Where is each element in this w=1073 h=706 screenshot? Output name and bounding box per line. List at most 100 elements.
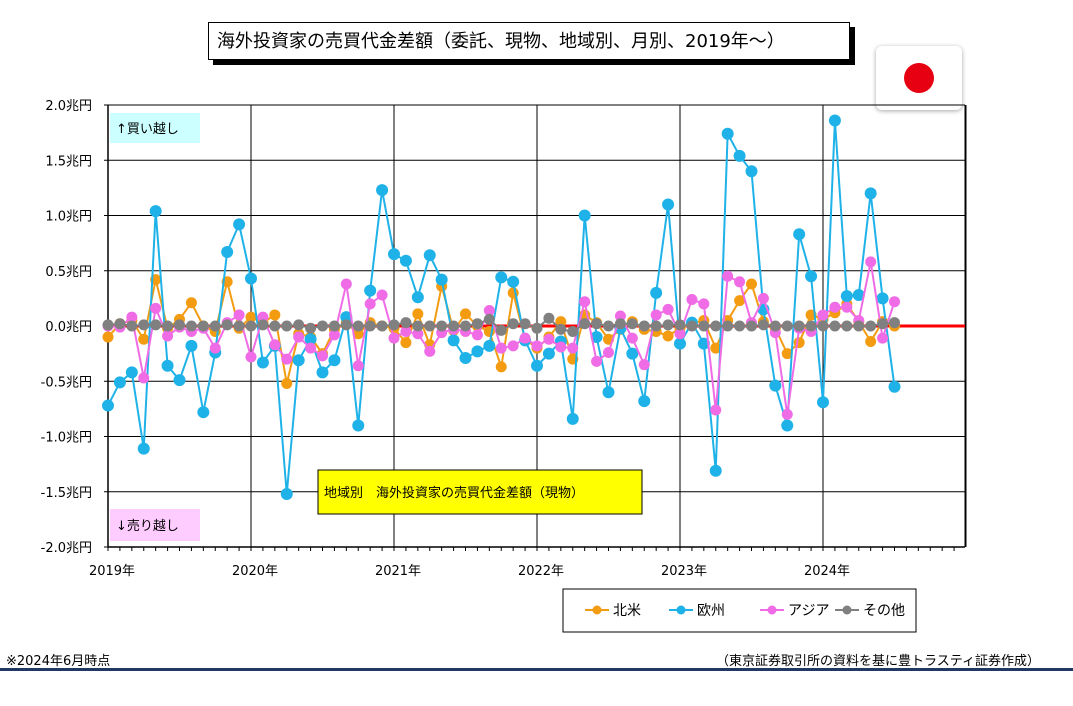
- data-point: [817, 309, 829, 321]
- data-point: [841, 301, 853, 313]
- data-point: [447, 334, 460, 347]
- page-title: 海外投資家の売買代金差額（委託、現物、地域別、月別、2019年〜）: [208, 22, 850, 60]
- data-point: [209, 342, 221, 354]
- x-tick-label: 2019年: [89, 564, 135, 579]
- data-point: [436, 320, 448, 332]
- data-point: [269, 309, 281, 321]
- data-point: [710, 342, 722, 354]
- data-point: [102, 319, 114, 331]
- data-point: [531, 340, 543, 352]
- data-point: [698, 320, 710, 332]
- data-point: [233, 309, 245, 321]
- data-point: [591, 355, 603, 367]
- data-point: [423, 249, 436, 262]
- data-point: [257, 311, 269, 323]
- data-point: [817, 396, 829, 409]
- data-point: [376, 289, 388, 301]
- data-point: [865, 256, 877, 268]
- y-tick-label: -1.5兆円: [41, 486, 92, 501]
- data-point: [293, 319, 305, 331]
- x-tick-label: 2024年: [804, 564, 850, 579]
- data-point: [793, 320, 805, 332]
- data-point: [412, 320, 424, 332]
- data-point: [793, 337, 805, 349]
- data-point: [828, 114, 841, 127]
- data-point: [888, 380, 901, 393]
- data-point: [233, 218, 246, 231]
- data-point: [602, 386, 615, 399]
- data-point: [864, 187, 877, 200]
- data-point: [650, 286, 663, 299]
- data-point: [745, 165, 758, 178]
- data-point: [364, 320, 376, 332]
- data-point: [388, 332, 400, 344]
- data-point: [221, 319, 233, 331]
- data-point: [721, 127, 734, 140]
- data-point: [245, 311, 257, 323]
- data-point: [245, 272, 257, 285]
- data-point: [126, 311, 138, 323]
- data-point: [352, 320, 364, 332]
- data-point: [769, 379, 782, 392]
- data-point: [531, 322, 543, 334]
- data-point: [256, 356, 269, 369]
- legend-label: その他: [863, 603, 905, 619]
- data-point: [138, 333, 150, 345]
- data-point: [542, 347, 555, 360]
- y-tick-label: 1.0兆円: [45, 210, 92, 225]
- data-point: [435, 273, 448, 286]
- data-point: [507, 275, 520, 288]
- data-point: [483, 305, 495, 317]
- data-point: [161, 359, 174, 372]
- data-point: [829, 320, 841, 332]
- data-point: [841, 320, 853, 332]
- data-point: [292, 354, 305, 367]
- data-point: [162, 330, 174, 342]
- x-tick-label: 2022年: [518, 564, 564, 579]
- data-point: [460, 308, 471, 320]
- data-point: [734, 295, 746, 307]
- chart-title: 地域別 海外投資家の売買代金差額（現物）: [324, 485, 584, 501]
- data-point: [746, 320, 757, 332]
- data-point: [364, 298, 376, 310]
- data-point: [305, 322, 317, 334]
- legend: 北米 欧州 アジア その他: [585, 603, 905, 619]
- legend-marker: [676, 605, 686, 615]
- legend-marker: [767, 605, 777, 615]
- data-point: [162, 320, 174, 332]
- data-point: [638, 395, 651, 408]
- series-3: [102, 312, 900, 338]
- data-point: [400, 326, 412, 338]
- data-point: [507, 318, 519, 330]
- data-point: [710, 404, 722, 416]
- data-point: [114, 318, 126, 330]
- data-point: [459, 352, 472, 365]
- data-point: [400, 317, 412, 329]
- data-point: [412, 328, 424, 340]
- data-point: [317, 320, 328, 332]
- data-point: [650, 320, 662, 332]
- date-note: ※2024年6月時点: [6, 654, 111, 669]
- data-point: [865, 320, 877, 332]
- y-tick-label: -0.5兆円: [41, 375, 92, 390]
- data-point: [328, 354, 341, 367]
- data-point: [793, 228, 806, 241]
- data-point: [125, 366, 138, 379]
- legend-label: 北米: [613, 603, 641, 619]
- bottom-rule: [0, 668, 1073, 671]
- data-point: [638, 359, 650, 371]
- data-point: [805, 320, 817, 332]
- data-point: [257, 319, 269, 331]
- data-point: [877, 318, 889, 330]
- data-point: [579, 318, 591, 330]
- data-point: [757, 292, 769, 304]
- data-point: [746, 278, 757, 290]
- data-point: [185, 339, 198, 352]
- data-point: [734, 320, 746, 332]
- data-point: [316, 366, 329, 379]
- data-point: [674, 328, 686, 340]
- data-point: [865, 335, 877, 347]
- data-point: [495, 271, 508, 284]
- data-point: [603, 320, 614, 332]
- data-point: [424, 320, 436, 332]
